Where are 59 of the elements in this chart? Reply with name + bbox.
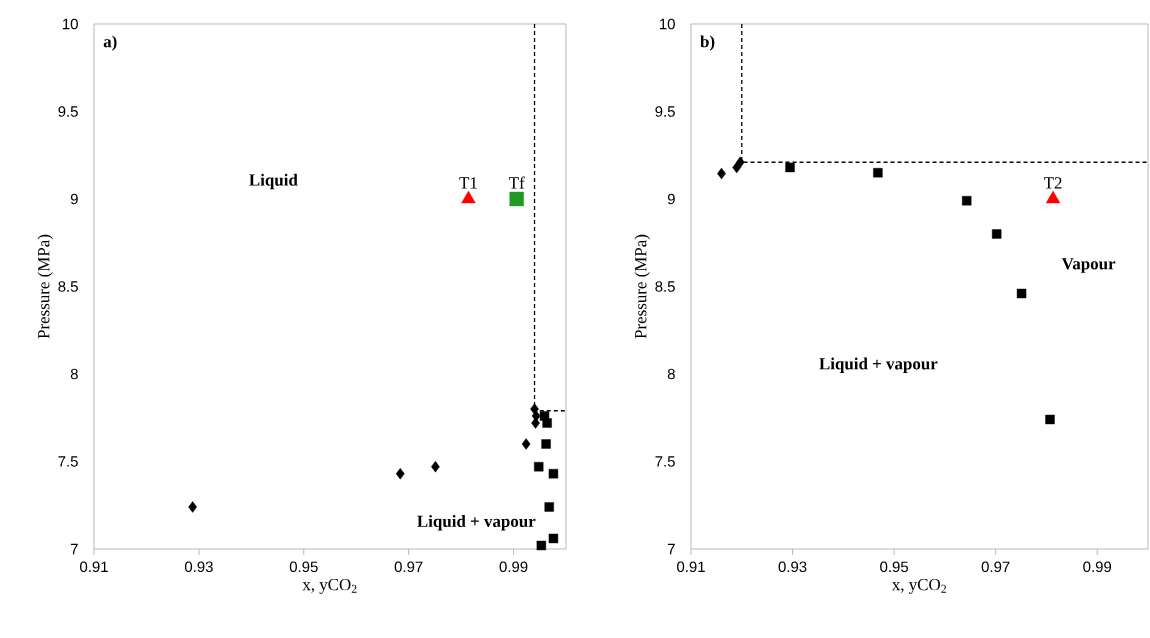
- annotation: Vapour: [1061, 258, 1116, 273]
- y-tick-label: 7: [667, 543, 675, 555]
- point: [461, 190, 476, 204]
- series-label: T1: [459, 177, 477, 189]
- point: [534, 462, 544, 472]
- x-tick-label: 0.95: [880, 561, 909, 573]
- text: b): [700, 35, 715, 51]
- point: [431, 461, 440, 473]
- annotation: Liquid + vapour: [417, 515, 536, 531]
- y-tick-label: 8.5: [58, 281, 78, 292]
- point: [530, 403, 539, 415]
- y-tick-label: 9.5: [655, 106, 675, 117]
- point: [785, 162, 795, 173]
- annotation: Liquid: [249, 173, 298, 190]
- x-tick-label: 0.91: [677, 561, 705, 573]
- y-axis-title: Pressure (MPa): [37, 234, 53, 339]
- x-tick-label: 0.97: [394, 561, 423, 573]
- point: [536, 540, 547, 551]
- point: [548, 533, 559, 544]
- point: [544, 502, 554, 512]
- y-tick-label: 8.5: [655, 281, 675, 292]
- text: a): [103, 35, 117, 51]
- point: [962, 196, 972, 206]
- point: [1016, 288, 1027, 299]
- point: [991, 229, 1002, 239]
- y-axis-title: Pressure (MPa): [634, 234, 650, 339]
- point: [521, 438, 531, 450]
- point: [509, 191, 524, 207]
- x-tick-label: 0.93: [184, 561, 213, 573]
- x-axis-title: x, yCO$_{2}$: [891, 578, 947, 594]
- point: [188, 501, 197, 513]
- y-tick-label: 7.5: [655, 456, 675, 467]
- y-tick-label: 10: [63, 18, 78, 30]
- point: [548, 469, 559, 479]
- y-tick-label: 7: [70, 543, 78, 555]
- point: [735, 156, 745, 168]
- y-tick-label: 7.5: [58, 456, 78, 467]
- y-tick-label: 8: [667, 368, 675, 380]
- point: [395, 468, 405, 480]
- x-tick-label: 0.99: [1083, 561, 1112, 573]
- x-tick-label: 0.91: [80, 561, 108, 573]
- point: [541, 439, 551, 449]
- x-tick-label: 0.99: [499, 561, 528, 573]
- x-tick-label: 0.95: [289, 561, 318, 573]
- point: [542, 418, 552, 428]
- y-tick-label: 9: [667, 193, 675, 205]
- point: [1045, 414, 1055, 425]
- point: [1045, 190, 1061, 204]
- y-tick-label: 9: [70, 193, 78, 205]
- series-label: Tf: [509, 176, 525, 189]
- x-axis-title: x, yCO$_{2}$: [302, 578, 357, 594]
- y-tick-label: 10: [660, 18, 675, 30]
- point: [873, 168, 883, 178]
- y-tick-label: 8: [70, 368, 78, 380]
- x-tick-label: 0.93: [778, 561, 807, 573]
- y-tick-label: 9.5: [58, 106, 78, 117]
- x-tick-label: 0.97: [981, 561, 1010, 573]
- annotation: Liquid + vapour: [819, 357, 938, 373]
- series-label: T2: [1043, 177, 1062, 189]
